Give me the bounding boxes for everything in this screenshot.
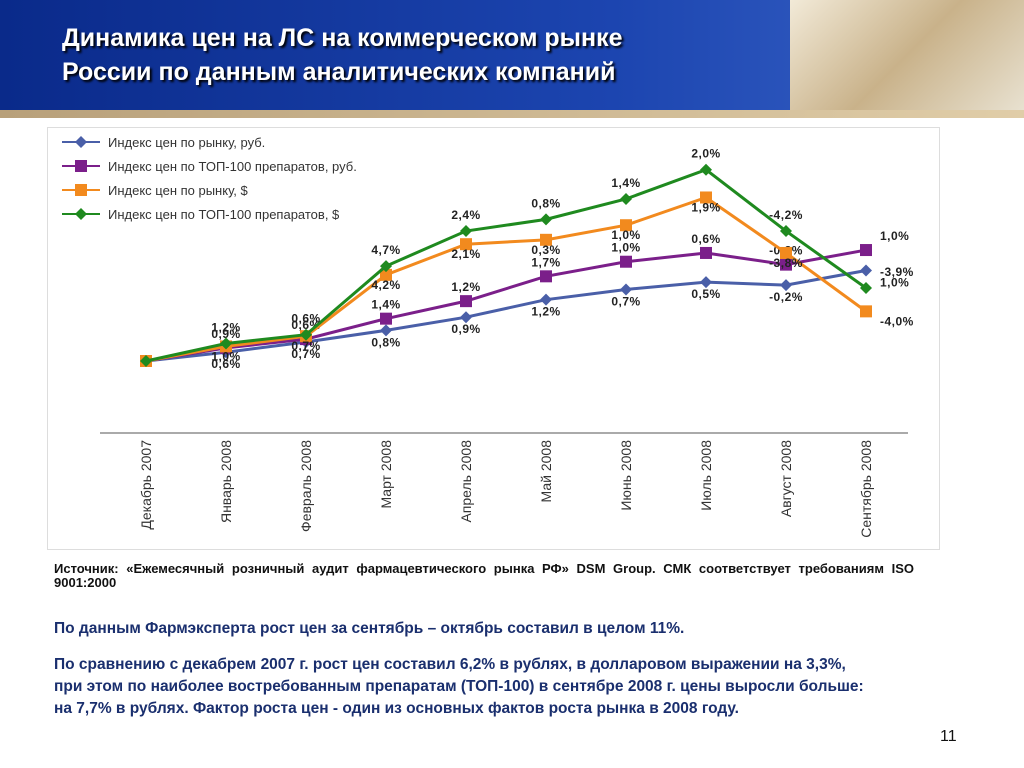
legend-marker [75,208,87,220]
series-line [145,248,867,363]
marker [780,225,792,238]
data-label: 2,1% [451,247,480,261]
marker [460,238,472,251]
data-label: 1,9% [691,200,720,214]
x-tick-label: Март 2008 [378,440,394,509]
marker [620,255,632,268]
data-label: 1,2% [451,280,480,294]
x-tick-label: Февраль 2008 [298,440,314,532]
data-label: 1,7% [531,255,560,269]
data-label: -3,9% [880,265,914,279]
data-label: 0,5% [691,287,720,301]
x-tick-label: Декабрь 2007 [138,440,154,530]
data-label: 1,0% [880,229,909,243]
data-label: 1,4% [611,176,640,190]
data-label: -4,2% [769,208,803,222]
marker [380,260,392,273]
data-label: 0,7% [291,339,320,353]
marker [300,328,312,341]
marker [380,268,392,281]
data-label: 0,3% [531,243,560,257]
data-label: 1,4% [371,298,400,312]
legend-label: Индекс цен по ТОП-100 препаратов, $ [108,207,340,222]
legend-marker [75,136,87,148]
series-line [145,168,867,363]
legend-marker [75,184,87,196]
data-label: -0,2% [769,290,803,304]
data-label: 1,2% [211,320,240,334]
marker [460,295,472,308]
data-label: 1,0% [611,228,640,242]
title-line: Динамика цен на ЛС на коммерческом рынке [62,24,623,52]
marker [620,283,632,296]
legend-label: Индекс цен по рынку, руб. [108,135,265,150]
data-label: 0,6% [691,232,720,246]
marker [860,305,872,318]
chart: Декабрь 2007 Январь 2008 Февраль 2008 Март … [62,135,914,538]
paragraph: По данным Фармэксперта рост цен за сентя… [54,620,685,637]
data-label: -4,0% [880,314,914,328]
marker [780,246,792,259]
data-label: -3,8% [769,256,803,270]
paragraph: По сравнению с декабрем 2007 г. рост цен… [54,656,864,717]
series-line [145,195,867,363]
data-label: 4,7% [371,243,400,257]
marker [700,276,712,289]
series-line [145,269,867,363]
x-tick-label: Январь 2008 [218,440,234,523]
page-number: 11 [940,728,957,745]
x-tick-label: Сентябрь 2008 [858,440,874,538]
x-tick-label: Июль 2008 [698,440,714,511]
data-label: 2,4% [451,208,480,222]
photo [790,0,1024,110]
data-label: 0,6% [291,312,320,326]
chart-frame [47,127,940,550]
x-tick-label: Август 2008 [778,440,794,517]
marker [380,312,392,325]
legend-label: Индекс цен по рынку, $ [108,183,248,198]
x-tick-label: Июнь 2008 [618,440,634,511]
data-label: 4,2% [371,278,400,292]
data-label: 2,0% [691,147,720,161]
data-label: 0,8% [371,335,400,349]
marker [140,355,152,367]
x-tick-label: Май 2008 [538,440,554,503]
marker [700,246,712,259]
stripe [0,110,1024,118]
marker [220,337,232,350]
x-tick-label: Апрель 2008 [458,440,474,523]
marker [620,219,632,232]
marker [620,192,632,205]
marker [540,233,552,246]
marker [780,258,792,271]
marker [860,264,872,277]
data-label: 1,0% [611,241,640,255]
marker [700,191,712,204]
marker [540,270,552,283]
legend-marker [75,160,87,172]
title-line: России по данным аналитических компаний [62,58,616,86]
marker [540,213,552,226]
data-label: 0,6% [211,357,240,371]
data-label: 0,9% [211,327,240,341]
marker [540,293,552,306]
marker [860,282,872,294]
marker [700,163,712,176]
data-label: 1,0% [880,275,909,289]
data-label: 0,7% [291,347,320,361]
marker [460,311,472,324]
marker [380,324,392,337]
data-label: 1,2% [531,305,560,319]
marker [460,225,472,238]
data-label: 0,7% [611,294,640,308]
marker [780,279,792,292]
marker [860,244,872,257]
legend-label: Индекс цен по ТОП-100 препаратов, руб. [108,159,357,174]
data-label: 1,0% [211,349,240,363]
data-label: 0,9% [451,322,480,336]
data-label: 0,8% [531,196,560,210]
source: Источник: «Ежемесячный розничный аудит ф… [54,561,914,590]
